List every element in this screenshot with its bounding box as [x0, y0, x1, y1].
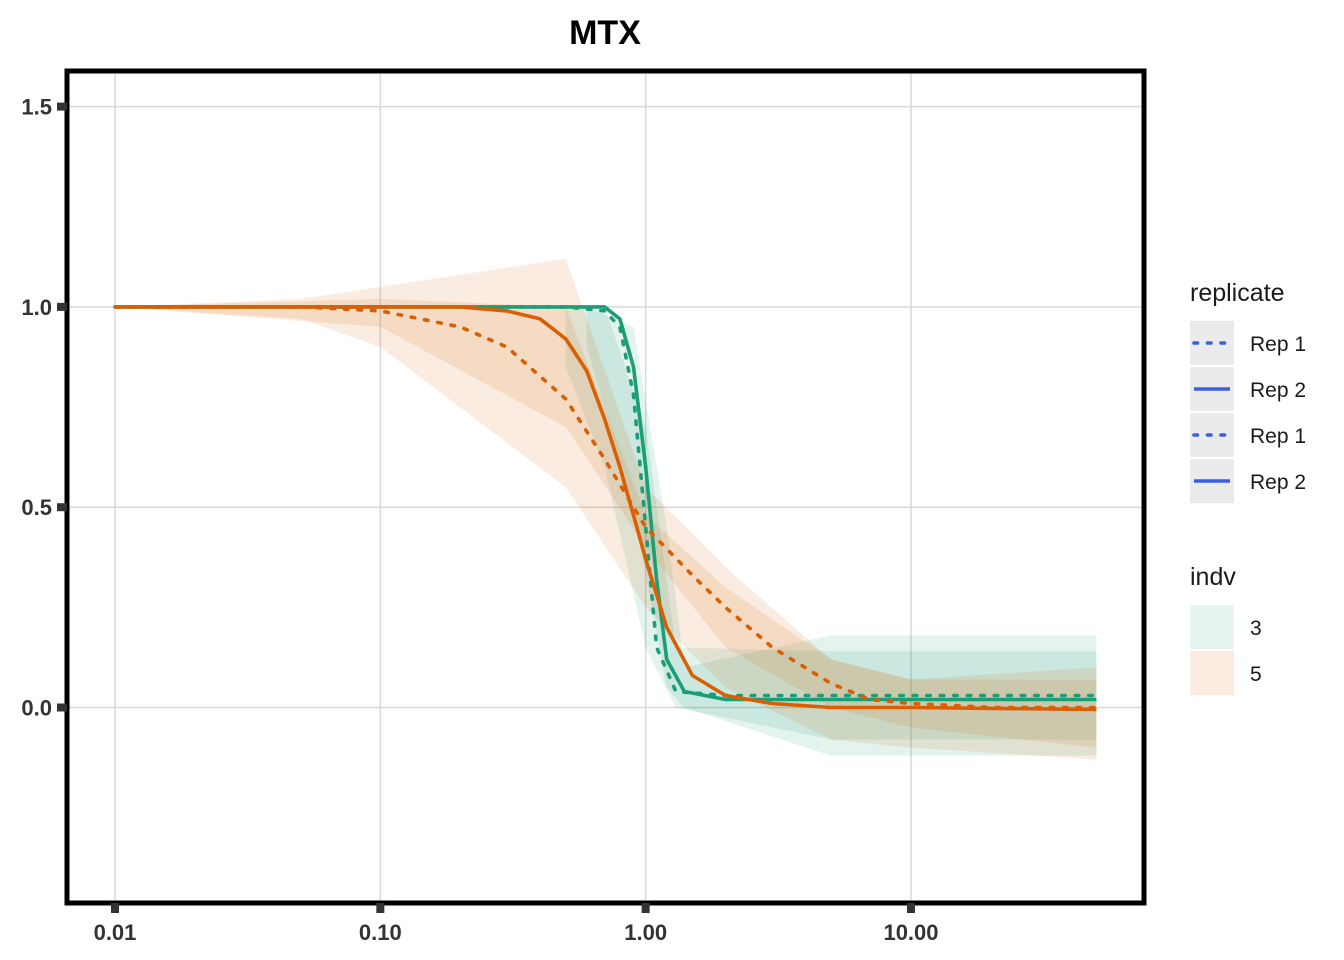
legend-indv-key-3	[1190, 605, 1234, 649]
y-tick-label-0: 0.0	[21, 696, 52, 721]
y-tick-label-2: 1.0	[21, 295, 52, 320]
legend-replicate-label-2: Rep 1	[1250, 425, 1306, 448]
x-tick-mark-1	[376, 903, 385, 913]
x-tick-label-3: 10.00	[883, 920, 938, 945]
x-tick-mark-3	[906, 903, 915, 913]
legend-indv-label-5: 5	[1250, 663, 1262, 686]
legend-title-replicate: replicate	[1190, 279, 1285, 307]
axis-ticks: 0.0 0.5 1.0 1.5 0.01 0.10 1.00 10.00	[21, 95, 938, 945]
legend-replicate-label-3: Rep 2	[1250, 471, 1306, 494]
ribbon-indv-3-1	[586, 306, 1097, 756]
series-line-indv-3-rep-2	[115, 305, 1097, 702]
legend-replicate-label-0: Rep 1	[1250, 333, 1306, 356]
legend-title-indv: indv	[1190, 563, 1236, 591]
ribbon-indv-3-0	[565, 306, 1097, 740]
y-tick-label-3: 1.5	[21, 95, 52, 120]
x-tick-label-1: 0.10	[359, 920, 402, 945]
ribbon-layer	[115, 258, 1097, 760]
chart-title: MTX	[569, 14, 641, 52]
legend-indv-label-3: 3	[1250, 617, 1262, 640]
y-tick-mark-2	[57, 302, 67, 311]
ribbon-indv-5-3	[115, 298, 1097, 748]
y-tick-mark-3	[57, 102, 67, 111]
y-tick-label-1: 0.5	[21, 495, 52, 520]
legend: replicate indv Rep 1 Rep 2 Rep 1 Rep 2 3 5	[1190, 279, 1306, 695]
series-line-indv-5-rep-2	[115, 305, 1097, 712]
legend-replicate-label-1: Rep 2	[1250, 379, 1306, 402]
plot-frame	[64, 68, 1147, 906]
legend-indv-key-5	[1190, 651, 1234, 695]
x-tick-label-2: 1.00	[624, 920, 667, 945]
y-tick-mark-1	[57, 503, 67, 512]
series-layer	[113, 305, 1099, 712]
x-tick-mark-0	[111, 903, 119, 913]
y-tick-mark-0	[57, 703, 67, 712]
ribbon-indv-5-2	[115, 258, 1097, 760]
series-line-indv-5-rep-1	[113, 305, 1099, 710]
x-tick-mark-2	[641, 903, 650, 913]
x-tick-label-0: 0.01	[94, 920, 137, 945]
